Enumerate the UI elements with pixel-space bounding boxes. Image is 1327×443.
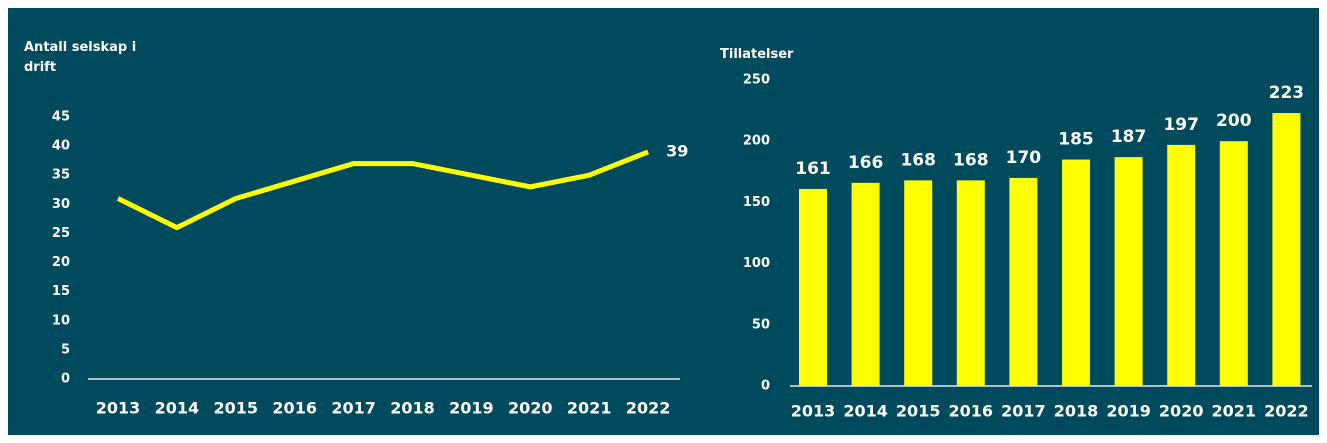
- x-tick-label: 2018: [1054, 402, 1099, 421]
- y-tick-label: 40: [52, 139, 70, 154]
- y-tick-label: 35: [52, 168, 70, 183]
- bar: [799, 188, 827, 386]
- y-tick-label: 0: [761, 379, 770, 394]
- data-label: 168: [900, 150, 936, 170]
- y-tick-label: 10: [52, 313, 70, 328]
- bar: [1272, 113, 1301, 386]
- y-tick-label: 45: [52, 110, 70, 125]
- x-tick-label: 2014: [155, 399, 200, 418]
- data-label: 161: [795, 159, 831, 179]
- data-label: 197: [1163, 115, 1199, 135]
- bar: [1114, 157, 1143, 386]
- data-label: 223: [1269, 83, 1305, 103]
- y-tick-label: 0: [61, 372, 70, 387]
- data-label: 166: [848, 153, 884, 173]
- y-tick-label: 25: [52, 226, 70, 241]
- bar: [1219, 141, 1248, 386]
- x-tick-label: 2015: [214, 399, 259, 418]
- x-tick-label: 2017: [331, 399, 376, 418]
- x-tick-label: 2015: [896, 402, 941, 421]
- x-tick-label: 2014: [843, 402, 888, 421]
- y-tick-label: 5: [61, 342, 70, 357]
- x-tick-label: 2022: [626, 399, 671, 418]
- bar: [956, 180, 985, 386]
- y-tick-label: 250: [743, 73, 770, 88]
- data-label: 168: [953, 150, 989, 170]
- bar: [851, 182, 880, 386]
- x-tick-label: 2017: [1001, 402, 1046, 421]
- y-tick-label: 30: [52, 197, 70, 212]
- data-label: 200: [1216, 111, 1252, 131]
- data-label: 39: [666, 141, 688, 160]
- y-tick-label: 150: [743, 195, 770, 210]
- y-tick-label: 100: [743, 256, 770, 271]
- x-tick-label: 2020: [1159, 402, 1204, 421]
- bar: [1009, 177, 1038, 386]
- data-label: 187: [1111, 127, 1147, 147]
- bar: [1167, 144, 1196, 386]
- x-tick-label: 2019: [449, 399, 494, 418]
- chart-title: Tillatelser: [720, 47, 794, 62]
- x-tick-label: 2022: [1264, 402, 1309, 421]
- x-tick-label: 2016: [949, 402, 994, 421]
- bar: [1062, 159, 1090, 386]
- chart-title: Antall selskap i drift: [24, 40, 137, 75]
- background: [8, 8, 1319, 435]
- x-tick-label: 2021: [567, 399, 612, 418]
- y-tick-label: 200: [743, 134, 770, 149]
- x-tick-label: 2016: [272, 399, 317, 418]
- x-tick-label: 2013: [96, 399, 141, 418]
- x-tick-label: 2018: [390, 399, 435, 418]
- x-tick-label: 2021: [1212, 402, 1257, 421]
- y-tick-label: 15: [52, 284, 70, 299]
- y-tick-label: 50: [752, 317, 770, 332]
- data-label: 170: [1006, 148, 1042, 168]
- line: [116, 149, 650, 231]
- bar: [904, 180, 933, 386]
- x-tick-label: 2019: [1106, 402, 1151, 421]
- x-tick-label: 2013: [791, 402, 836, 421]
- data-label: 185: [1058, 130, 1094, 150]
- y-tick-label: 20: [52, 255, 70, 270]
- x-tick-label: 2020: [508, 399, 553, 418]
